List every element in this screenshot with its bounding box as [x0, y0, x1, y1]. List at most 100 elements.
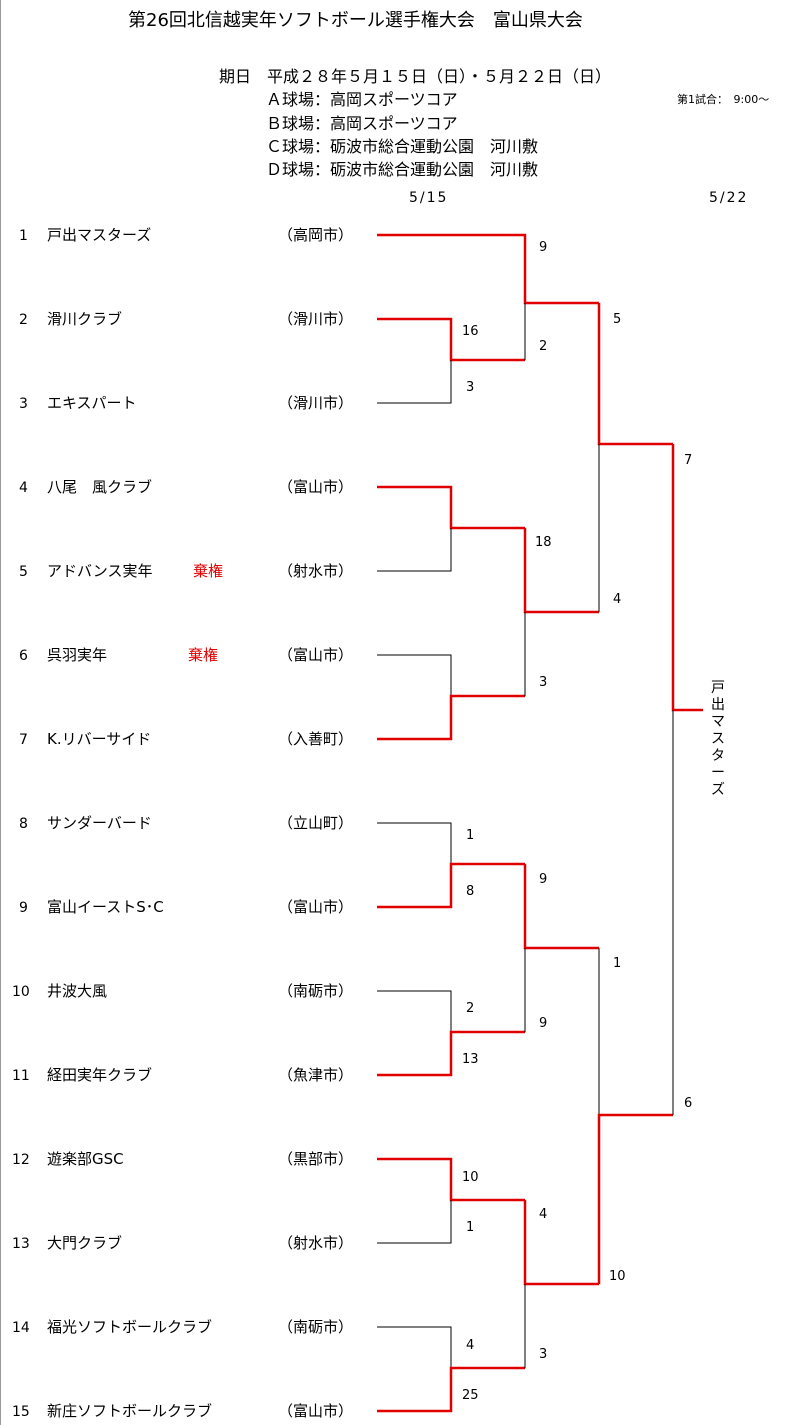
score-label: 9: [539, 872, 548, 887]
score-label: 9: [539, 1016, 548, 1031]
team-name: サンダーバード: [47, 814, 152, 832]
bracket-line-winner: [597, 1113, 673, 1284]
team-seed-number: 15: [12, 1404, 30, 1420]
round-date-1: 5/15: [409, 190, 449, 206]
team-city: （魚津市）: [278, 1066, 354, 1084]
round-date-2: 5/22: [709, 190, 749, 206]
team-name: 呉羽実年: [47, 646, 108, 664]
first-match-time: 第1試合： 9:00～: [677, 93, 770, 106]
score-label: 3: [466, 380, 475, 395]
bracket-line-winner: [523, 864, 599, 950]
score-label: 16: [462, 324, 479, 339]
team-city: （滑川市）: [278, 394, 354, 412]
team-seed-number: 5: [19, 564, 28, 580]
bracket-line-winner: [671, 444, 703, 712]
team-city: （入善町）: [278, 730, 354, 748]
score-label: 5: [613, 312, 622, 327]
team-city: （富山市）: [278, 1402, 354, 1420]
team-name: 経田実年クラブ: [47, 1066, 153, 1084]
forfeit-label: 棄権: [188, 646, 219, 664]
team-seed-number: 4: [19, 480, 28, 496]
score-label: 3: [539, 675, 548, 690]
event-period: 期日 平成２８年５月１５日（日）・５月２２日（日）: [219, 67, 612, 86]
team-city: （南砺市）: [278, 1318, 354, 1336]
bracket-line: [377, 822, 452, 864]
bracket-line: [377, 360, 452, 404]
team-seed-number: 3: [19, 396, 28, 412]
team-name: 富山イーストS･C: [47, 898, 164, 916]
score-label: 10: [609, 1269, 626, 1284]
venue-b: Ｂ球場：高岡スポーツコア: [266, 114, 458, 133]
score-label: 8: [466, 884, 475, 899]
score-label: 9: [539, 240, 548, 255]
team-city: （富山市）: [278, 478, 354, 496]
team-seed-number: 11: [12, 1068, 30, 1084]
bracket-line-winner: [377, 694, 525, 741]
bracket-line-winner: [377, 1366, 525, 1413]
team-city: （立山町）: [278, 814, 354, 832]
champion-name: 戸出マスターズ: [711, 680, 725, 798]
score-label: 1: [466, 1220, 475, 1235]
score-label: 10: [462, 1170, 479, 1185]
team-seed-number: 10: [12, 984, 30, 1000]
team-city: （滑川市）: [278, 310, 354, 328]
team-city: （射水市）: [278, 1234, 354, 1252]
score-label: 13: [462, 1052, 479, 1067]
bracket-line: [377, 990, 452, 1032]
team-seed-number: 9: [19, 900, 28, 916]
score-label: 18: [535, 535, 552, 550]
venue-d: Ｄ球場：砺波市総合運動公園 河川敷: [266, 160, 539, 179]
score-label: 2: [539, 339, 548, 354]
bracket-line: [377, 654, 452, 696]
score-label: 6: [684, 1096, 693, 1111]
team-seed-number: 6: [19, 648, 28, 664]
venue-c: Ｃ球場：砺波市総合運動公園 河川敷: [266, 137, 539, 156]
team-name: 井波大風: [47, 982, 108, 1000]
score-label: 3: [539, 1347, 548, 1362]
score-label: 1: [466, 828, 475, 843]
team-name: 八尾 風クラブ: [47, 478, 153, 496]
bracket-line: [377, 1326, 452, 1368]
team-name: 遊楽部GSC: [47, 1150, 124, 1168]
team-city: （射水市）: [278, 562, 354, 580]
team-seed-number: 7: [19, 732, 28, 748]
team-city: （黒部市）: [278, 1150, 354, 1168]
bracket-line-winner: [523, 1200, 599, 1286]
bracket-line-winner: [377, 1157, 525, 1202]
team-name: アドバンス実年: [47, 562, 153, 580]
bracket-line-winner: [597, 303, 673, 446]
team-seed-number: 8: [19, 816, 28, 832]
bracket-line-winner: [377, 317, 525, 362]
team-city: （富山市）: [278, 646, 354, 664]
team-name: 新庄ソフトボールクラブ: [47, 1402, 213, 1420]
score-label: 4: [613, 592, 622, 607]
score-label: 7: [684, 453, 693, 468]
team-seed-number: 14: [12, 1320, 30, 1336]
team-name: 戸出マスターズ: [47, 226, 152, 244]
team-name: 福光ソフトボールクラブ: [47, 1318, 213, 1336]
score-label: 4: [539, 1207, 548, 1222]
team-city: （高岡市）: [278, 226, 354, 244]
team-seed-number: 13: [12, 1236, 30, 1252]
team-name: 大門クラブ: [47, 1234, 123, 1252]
team-name: K.リバーサイド: [47, 730, 152, 748]
bracket-line: [377, 1200, 452, 1244]
bracket-line-winner: [377, 485, 525, 530]
team-seed-number: 2: [19, 312, 28, 328]
team-seed-number: 1: [19, 228, 28, 244]
score-label: 1: [613, 956, 622, 971]
score-label: 4: [466, 1338, 475, 1353]
team-city: （富山市）: [278, 898, 354, 916]
page-title: 第26回北信越実年ソフトボール選手権大会 富山県大会: [128, 10, 583, 31]
score-label: 2: [466, 1001, 475, 1016]
bracket-line: [377, 528, 452, 572]
team-name: 滑川クラブ: [47, 310, 123, 328]
bracket-line-winner: [377, 233, 599, 305]
score-label: 25: [462, 1388, 479, 1403]
team-city: （南砺市）: [278, 982, 354, 1000]
team-seed-number: 12: [12, 1152, 30, 1168]
venue-a: Ａ球場：高岡スポーツコア: [266, 90, 458, 109]
bracket-line-winner: [377, 862, 525, 909]
